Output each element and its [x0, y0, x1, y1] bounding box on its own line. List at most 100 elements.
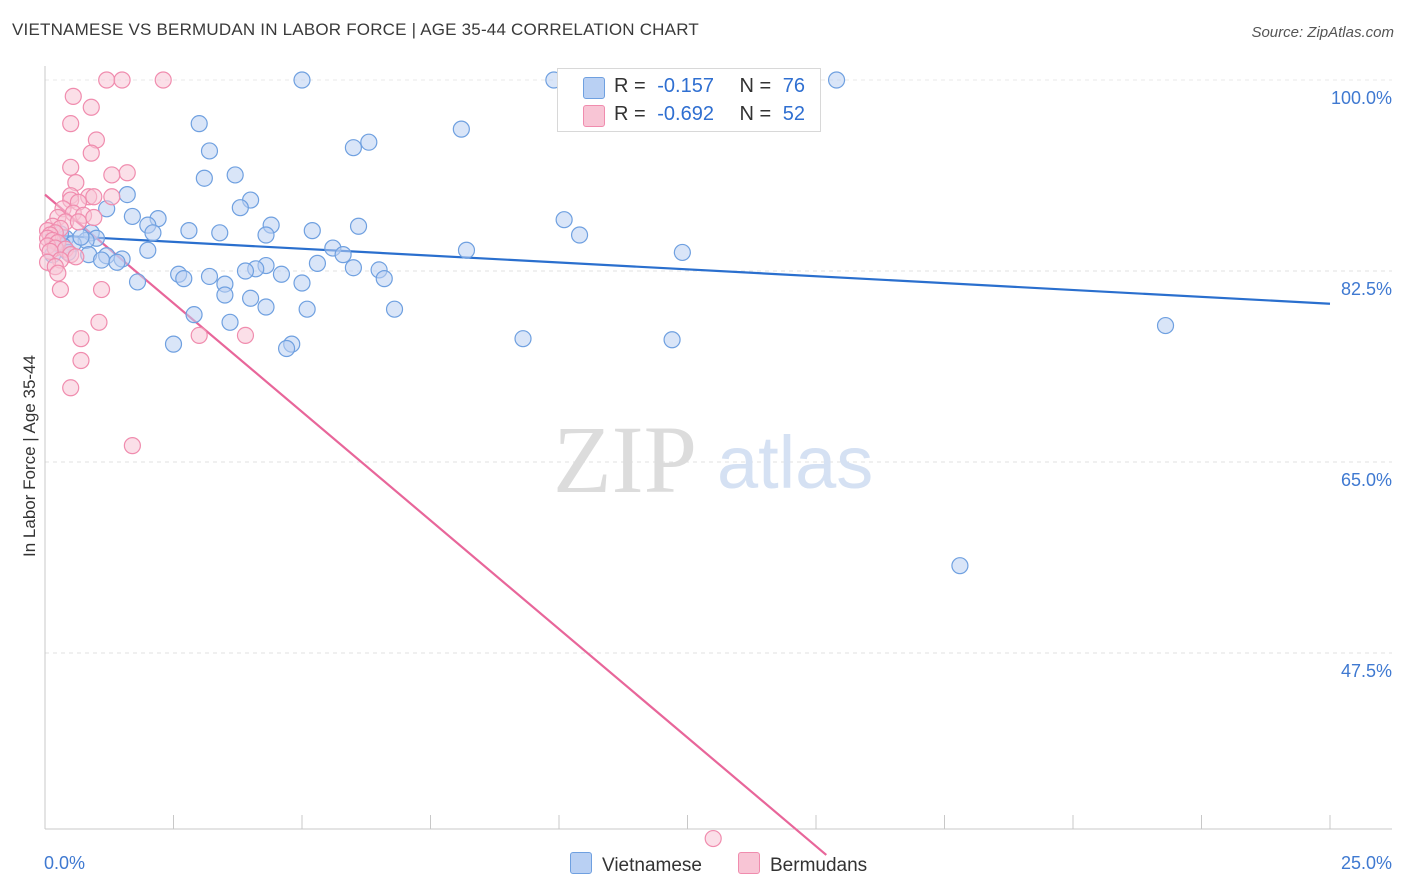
legend-swatch-bermudans: [583, 105, 605, 127]
vietnamese-point: [298, 300, 316, 318]
bottom-legend-label-vietnamese: Vietnamese: [602, 855, 702, 876]
vietnamese-point: [457, 241, 476, 259]
bermudans-point: [49, 264, 67, 282]
source-label: Source: ZipAtlas.com: [1251, 24, 1394, 41]
legend-swatch-vietnamese: [583, 77, 605, 99]
watermark-zip: ZIP: [553, 406, 697, 513]
bermudans-point: [69, 213, 88, 231]
vietnamese-point: [349, 217, 368, 235]
vietnamese-point: [303, 222, 321, 240]
bottom-legend-bermudans: Bermudans: [738, 852, 867, 877]
bermudans-point: [72, 330, 90, 348]
legend-row-vietnamese: R = -0.157 N = 76: [583, 75, 805, 99]
bermudans-point: [85, 188, 103, 206]
vietnamese-point: [663, 331, 681, 349]
trend-lines: [44, 193, 1331, 856]
vietnamese-point: [118, 186, 136, 204]
bermudans-point: [72, 351, 90, 370]
vietnamese-point: [200, 267, 219, 286]
bermudans-point: [64, 87, 82, 105]
vietnamese-point: [72, 228, 90, 246]
vietnamese-point: [1156, 316, 1175, 335]
bermudans-point: [82, 144, 100, 162]
axes: [44, 66, 1392, 830]
vietnamese-point: [827, 71, 846, 89]
bermudans-point: [82, 98, 100, 116]
bermudans-trend-line: [44, 193, 827, 856]
bermudans-point: [103, 188, 121, 206]
vietnamese-point: [242, 289, 260, 307]
bottom-legend-label-bermudans: Bermudans: [770, 855, 868, 876]
bermudans-point: [98, 71, 116, 89]
vietnamese-point: [211, 224, 229, 242]
vietnamese-point: [514, 330, 532, 348]
stats-legend: R = -0.157 N = 76 R = -0.692 N = 52: [557, 68, 821, 132]
y-tick-label: 65.0%: [1341, 470, 1392, 490]
legend-n-label: N =: [739, 103, 772, 125]
bermudans-point: [62, 115, 80, 133]
legend-r-label: R =: [614, 75, 646, 97]
bermudans-point: [103, 166, 121, 184]
vietnamese-point: [452, 120, 470, 138]
vietnamese-point: [200, 142, 219, 160]
x-tick-label: 0.0%: [44, 853, 85, 873]
bottom-legend-vietnamese: Vietnamese: [570, 852, 702, 877]
vietnamese-point: [108, 253, 126, 271]
vietnamese-point: [236, 262, 255, 280]
vietnamese-point: [144, 224, 162, 242]
tick-labels: 100.0% 82.5% 65.0% 47.5% 0.0% 25.0%: [44, 88, 1392, 873]
legend-r-value: -0.157: [657, 75, 714, 97]
vietnamese-point: [123, 207, 141, 226]
bermudans-point: [67, 248, 85, 266]
vietnamese-point: [673, 243, 691, 262]
vietnamese-point: [216, 286, 234, 304]
bermudans-point: [62, 379, 80, 397]
bermudans-point: [51, 280, 70, 299]
vietnamese-point: [555, 211, 573, 229]
vietnamese-point: [175, 270, 193, 288]
vietnamese-point: [185, 306, 203, 324]
legend-n-value: 52: [782, 103, 806, 125]
bermudans-point: [113, 71, 131, 89]
vietnamese-point: [128, 273, 147, 291]
vietnamese-point: [180, 222, 198, 240]
legend-row-bermudans: R = -0.692 N = 52: [583, 103, 806, 127]
x-tick-label: 25.0%: [1341, 853, 1392, 873]
bermudans-point: [90, 313, 108, 331]
vietnamese-point: [277, 339, 296, 358]
vietnamese-point: [92, 251, 111, 269]
vietnamese-point: [226, 166, 244, 184]
vietnamese-point: [375, 270, 393, 288]
vietnamese-point: [951, 557, 969, 575]
vietnamese-point: [190, 115, 208, 133]
bottom-legend-swatch-bermudans: [738, 852, 760, 874]
legend-r-value: -0.692: [657, 103, 714, 125]
vietnamese-point: [257, 226, 275, 244]
watermark-atlas: atlas: [717, 421, 873, 504]
vietnamese-point: [344, 139, 362, 157]
legend-r-label: R =: [614, 103, 646, 125]
data-points: [38, 71, 1175, 848]
bottom-legend-swatch-vietnamese: [570, 852, 592, 874]
vietnamese-point: [308, 254, 327, 272]
vietnamese-point: [164, 335, 183, 353]
chart-title: VIETNAMESE VS BERMUDAN IN LABOR FORCE | …: [12, 20, 699, 39]
bermudans-point: [92, 280, 111, 299]
vietnamese-point: [344, 259, 362, 277]
vietnamese-point: [231, 199, 249, 217]
bermudans-point: [62, 158, 80, 176]
vietnamese-point: [293, 71, 311, 89]
y-tick-label: 100.0%: [1331, 88, 1392, 108]
vietnamese-point: [272, 265, 291, 283]
vietnamese-point: [257, 298, 275, 316]
y-tick-label: 82.5%: [1341, 279, 1392, 299]
vietnamese-trend-line: [44, 233, 1331, 305]
bermudans-point: [118, 164, 136, 182]
vietnamese-point: [139, 241, 157, 259]
bermudans-point: [236, 326, 255, 344]
bermudans-point: [123, 437, 141, 455]
vietnamese-point: [360, 133, 378, 151]
legend-n-label: N =: [739, 75, 772, 97]
vietnamese-point: [570, 226, 589, 244]
